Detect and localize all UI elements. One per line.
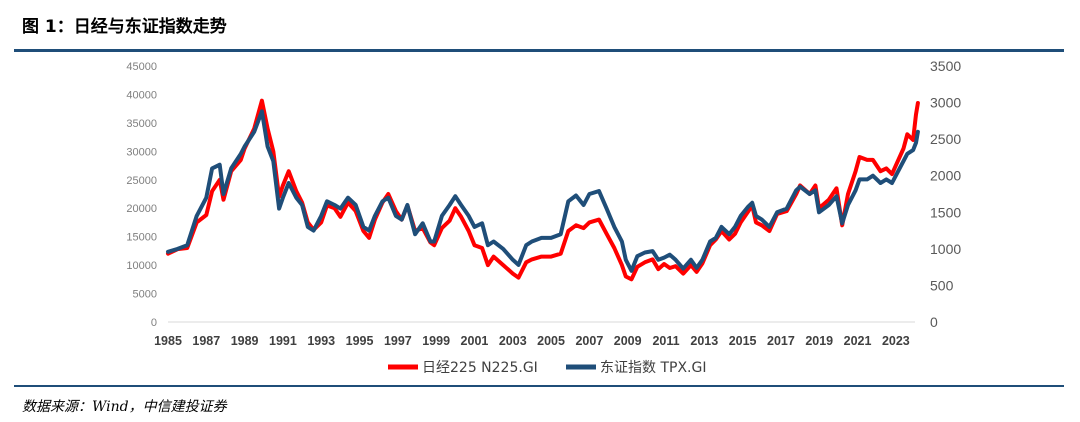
right-axis-tick-label: 0 <box>930 314 938 330</box>
legend-label-nikkei: 日经225 N225.GI <box>422 360 538 376</box>
right-axis-tick-label: 1500 <box>930 204 961 220</box>
x-axis-tick-label: 2009 <box>614 334 642 348</box>
x-axis-tick-label: 1999 <box>422 334 450 348</box>
left-axis-tick-label: 20000 <box>126 203 157 215</box>
line-chart: 0500010000150002000025000300003500040000… <box>126 58 961 376</box>
x-axis-tick-label: 1995 <box>346 334 374 348</box>
topix-line <box>166 109 920 273</box>
x-axis-tick-label: 2015 <box>729 334 757 348</box>
left-axis-tick-label: 10000 <box>126 260 157 272</box>
right-axis-tick-label: 1000 <box>930 241 961 257</box>
left-axis-tick-label: 25000 <box>126 175 157 187</box>
top-rule <box>14 49 1064 52</box>
x-axis-tick-label: 1987 <box>192 334 220 348</box>
figure-title: 图 1：日经与东证指数走势 <box>22 17 227 37</box>
left-axis-tick-label: 30000 <box>126 146 157 158</box>
series-lines <box>166 98 920 282</box>
right-axis-tick-label: 3500 <box>930 58 961 74</box>
x-axis-tick-label: 2011 <box>652 334 679 348</box>
x-axis-tick-label: 2003 <box>499 334 527 348</box>
left-axis-tick-label: 35000 <box>126 118 157 130</box>
left-axis-tick-label: 40000 <box>126 89 157 101</box>
left-axis-tick-label: 45000 <box>126 61 157 73</box>
x-axis-tick-label: 2005 <box>537 334 565 348</box>
x-axis-tick-label: 2017 <box>767 334 795 348</box>
x-axis-tick-label: 1997 <box>384 334 412 348</box>
left-axis-tick-label: 0 <box>151 317 157 329</box>
x-axis-ticks: 1985 1987 1989 1991 1993 1995 1997 1999 2001 2003… <box>154 334 910 348</box>
left-axis-ticks: 0 5000 10000 15000 20000 25000 30000 35000 40000… <box>126 61 157 329</box>
left-axis-tick-label: 5000 <box>133 289 157 301</box>
x-axis-tick-label: 2021 <box>844 334 872 348</box>
x-axis-tick-label: 2023 <box>882 334 910 348</box>
source-note: 数据来源：Wind，中信建投证券 <box>22 399 227 415</box>
x-axis-tick-label: 1993 <box>307 334 335 348</box>
legend-label-topix: 东证指数 TPX.GI <box>600 360 706 376</box>
right-axis-tick-label: 2000 <box>930 168 961 184</box>
x-axis-tick-label: 2019 <box>805 334 833 348</box>
legend: 日经225 N225.GI 东证指数 TPX.GI <box>388 360 706 376</box>
x-axis-tick-label: 2007 <box>575 334 603 348</box>
right-axis-tick-label: 2500 <box>930 131 961 147</box>
right-axis-ticks: 0 500 1000 1500 2000 2500 3000 3500 <box>930 58 961 330</box>
x-axis-tick-label: 2013 <box>690 334 718 348</box>
left-axis-tick-label: 15000 <box>126 232 157 244</box>
right-axis-tick-label: 500 <box>930 277 954 293</box>
x-axis-tick-label: 2001 <box>461 334 489 348</box>
right-axis-tick-label: 3000 <box>930 95 961 111</box>
x-axis-tick-label: 1991 <box>269 334 297 348</box>
x-axis-tick-label: 1985 <box>154 334 182 348</box>
x-axis-tick-label: 1989 <box>231 334 259 348</box>
bottom-rule <box>14 385 1064 387</box>
